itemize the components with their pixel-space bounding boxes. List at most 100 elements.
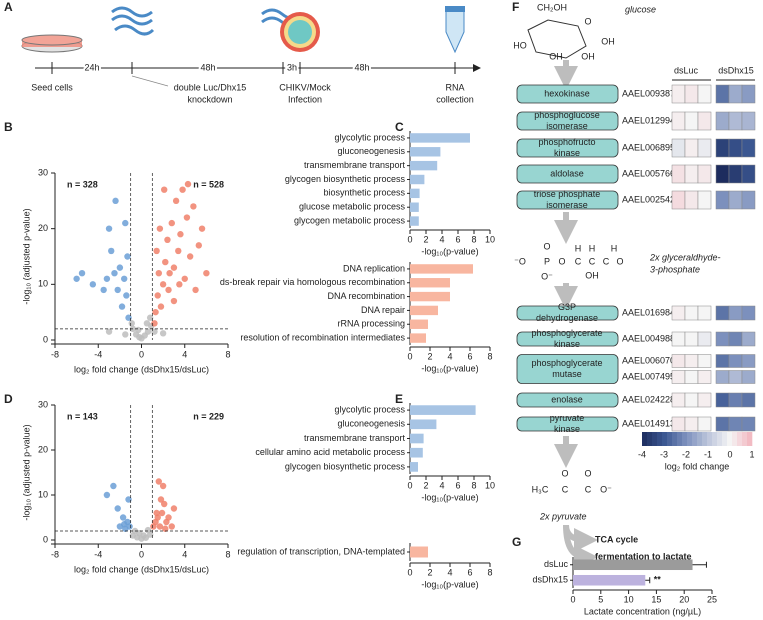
category-label: transmembrane transport: [304, 160, 406, 170]
atom-label: OH: [581, 51, 595, 61]
heatmap-cell: [697, 354, 712, 368]
point: [170, 297, 178, 305]
heatmap-cell: [671, 331, 686, 347]
enzyme-label: phosphoglucose: [534, 110, 600, 120]
bar: [410, 264, 473, 274]
bar: [410, 462, 418, 472]
point: [135, 326, 142, 334]
point: [162, 525, 169, 532]
bar: [410, 419, 437, 430]
colorbar-step: [652, 432, 658, 446]
row-label: AAEL006895: [622, 142, 675, 152]
y-tick-label: 20: [38, 444, 48, 454]
colorbar-tick-label: -4: [638, 449, 646, 459]
heatmap-cell: [741, 416, 756, 432]
heatmap-cell: [671, 84, 686, 104]
point: [168, 523, 175, 530]
heatmap-cell: [684, 138, 699, 158]
colorbar-step: [737, 432, 743, 446]
bar: [410, 216, 419, 226]
interval-label: 48h: [200, 62, 215, 72]
x-tick-label: 0: [139, 349, 144, 359]
timeline-icons: [21, 6, 481, 87]
heatmap-cell: [728, 111, 743, 131]
error-bar: [692, 561, 707, 568]
heatmap-cell: [684, 190, 699, 210]
bar: [410, 305, 438, 316]
heatmap-cell: [728, 164, 743, 184]
bar: [410, 447, 423, 458]
error-bar: [645, 577, 651, 584]
point: [181, 275, 188, 282]
point: [114, 505, 121, 512]
enzyme-label: phosphoglycerate: [531, 328, 602, 338]
heatmap-cell: [715, 370, 730, 384]
category-label: glycolytic process: [334, 132, 405, 142]
category-label: dsLuc: [544, 559, 569, 569]
x-tick-label: 8: [487, 567, 492, 577]
point: [183, 214, 191, 221]
atom-label: P: [544, 256, 550, 266]
x-tick-label: 5: [598, 594, 603, 604]
row-label: AAEL006070: [622, 355, 675, 365]
x-tick-label: 6: [455, 480, 460, 490]
point: [112, 197, 119, 205]
heatmap-cell: [697, 111, 712, 131]
heatmap-cell: [697, 164, 712, 184]
bar: [410, 405, 476, 415]
point: [155, 270, 162, 277]
x-tick-label: 0: [407, 567, 412, 577]
point: [157, 496, 165, 503]
y-tick-label: 30: [38, 399, 48, 409]
heatmap-cell: [684, 84, 699, 104]
atom-label: OH: [585, 270, 599, 280]
row-label: AAEL007495: [622, 371, 675, 381]
point: [153, 247, 160, 255]
y-tick-label: 30: [38, 167, 48, 177]
point: [146, 314, 154, 321]
point: [170, 505, 178, 512]
heatmap-cell: [697, 370, 712, 384]
point: [116, 264, 124, 271]
row-label: AAEL005766: [622, 168, 675, 178]
atom-label: O: [558, 256, 565, 266]
annotation: n = 229: [193, 411, 224, 421]
point: [159, 281, 167, 288]
heatmap-cell: [741, 190, 756, 210]
enzyme-label: isomerase: [546, 121, 588, 131]
category-label: glycogen metabolic process: [294, 215, 406, 225]
output-label: TCA cycle: [595, 534, 638, 544]
x-tick-label: 0: [407, 351, 412, 361]
x-axis-label: Lactate concentration (ng/µL): [584, 606, 701, 616]
bar: [410, 133, 470, 143]
x-tick-label: 8: [471, 480, 476, 490]
point: [73, 275, 80, 282]
category-label: glycogen biosynthetic process: [285, 174, 406, 184]
point: [144, 328, 152, 335]
step-label: Infection: [288, 94, 322, 104]
heatmap-cell: [728, 354, 743, 368]
step-label: collection: [436, 94, 474, 104]
heatmap-cell: [728, 305, 743, 321]
row-label: AAEL004988: [622, 333, 675, 343]
heatmap-cell: [684, 354, 699, 368]
enzyme-label: mutase: [552, 369, 582, 379]
point: [195, 242, 203, 249]
point: [157, 303, 165, 310]
heatmap-cell: [671, 416, 686, 432]
heatmap-cell: [671, 138, 686, 158]
point: [121, 521, 128, 528]
category-label: glycogen biosynthetic process: [285, 461, 406, 471]
x-tick-label: 10: [485, 480, 495, 490]
heatmap-cell: [684, 305, 699, 321]
heatmap-cell: [741, 164, 756, 184]
heatmap-cell: [728, 138, 743, 158]
colorbar-label: log₂ fold change: [665, 461, 730, 471]
heatmap-cell: [728, 331, 743, 347]
colorbar-step: [682, 432, 688, 446]
x-tick-label: 6: [455, 234, 460, 244]
x-axis-label: -log₁₀(p-value): [421, 246, 478, 256]
atom-label: C: [589, 256, 596, 266]
x-tick-label: 10: [624, 594, 634, 604]
heatmap-cell: [684, 164, 699, 184]
